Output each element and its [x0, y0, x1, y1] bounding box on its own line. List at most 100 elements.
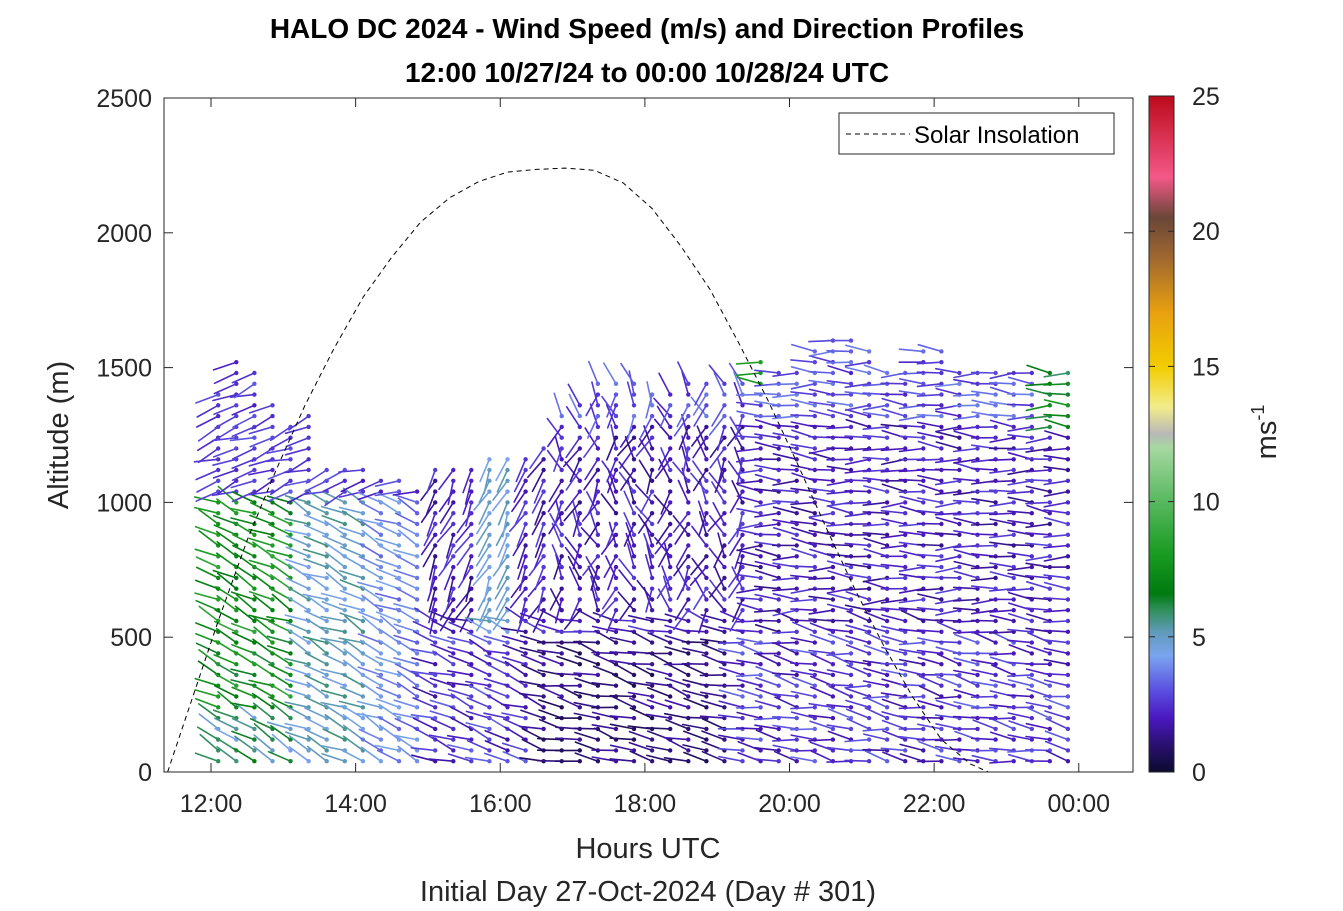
wind-barb: [360, 681, 384, 699]
wind-barb: [248, 528, 275, 537]
wind-barb: [194, 506, 221, 516]
wind-barb: [656, 575, 673, 600]
wind-barb: [808, 370, 836, 376]
wind-barb: [252, 616, 275, 634]
wind-barb: [472, 564, 492, 586]
wind-barb: [376, 749, 402, 764]
wind-barb: [862, 733, 890, 742]
wind-barb: [736, 543, 763, 552]
wind-barb: [549, 586, 564, 611]
wind-barb: [771, 586, 799, 592]
wind-barb: [575, 608, 601, 624]
wind-barb: [252, 594, 275, 613]
wind-barb: [970, 543, 998, 548]
wind-barb: [287, 628, 311, 645]
wind-barb: [718, 689, 745, 699]
wind-barb: [393, 549, 420, 559]
wind-barb: [217, 572, 239, 591]
wind-barb: [635, 505, 655, 527]
wind-barb: [718, 755, 745, 764]
wind-barb: [567, 383, 582, 408]
wind-barb: [690, 554, 709, 576]
wind-barb: [491, 489, 510, 512]
wind-barb: [557, 684, 582, 699]
wind-barb: [584, 521, 601, 546]
wind-barb: [585, 392, 601, 417]
wind-barb: [637, 424, 655, 448]
wind-barb: [717, 714, 745, 721]
wind-barb: [1025, 478, 1053, 483]
wind-barb: [665, 719, 691, 732]
wind-barb: [572, 511, 582, 538]
wind-barb: [195, 556, 221, 570]
wind-barb: [212, 467, 239, 479]
wind-barb: [880, 563, 908, 570]
wind-barb: [666, 683, 691, 699]
wind-barb: [483, 752, 510, 764]
wind-barb: [475, 511, 492, 535]
wind-barb: [629, 750, 655, 764]
wind-barb: [623, 512, 637, 537]
wind-barb: [826, 560, 854, 570]
wind-barb: [266, 446, 293, 455]
wind-barb: [233, 521, 257, 537]
wind-barb: [234, 735, 257, 753]
wind-barb: [917, 593, 944, 602]
wind-barb: [653, 494, 673, 516]
y-axis-ticks: 0 500 1000 1500 2000 2500: [96, 85, 1133, 787]
wind-barb: [935, 699, 962, 710]
wind-barb: [1025, 521, 1053, 529]
wind-barb: [270, 724, 293, 742]
wind-barb: [828, 653, 854, 667]
wind-barb: [601, 586, 619, 610]
wind-barb: [531, 467, 546, 493]
wind-barb: [284, 731, 311, 742]
wind-barb: [672, 515, 691, 537]
wind-barb: [970, 618, 998, 624]
wind-barb: [456, 511, 474, 534]
wind-barb: [735, 435, 763, 440]
wind-barb: [591, 681, 619, 688]
wind-barb: [285, 546, 311, 559]
wind-barb: [611, 673, 637, 688]
wind-barb: [356, 581, 384, 591]
wind-barb: [753, 457, 781, 462]
wind-barb: [454, 532, 474, 554]
wind-barb: [826, 360, 854, 365]
wind-barb: [862, 680, 890, 688]
wind-barb: [771, 424, 799, 430]
wind-barb: [1025, 701, 1053, 710]
wind-barb: [898, 640, 926, 646]
wind-barb: [898, 694, 926, 699]
wind-barb: [513, 467, 528, 493]
wind-barb: [916, 370, 944, 376]
wind-barb: [230, 702, 257, 710]
wind-barb: [863, 364, 890, 376]
wind-barb: [660, 447, 673, 473]
wind-barb: [898, 348, 926, 354]
wind-barb: [736, 678, 763, 688]
wind-barb: [211, 435, 239, 442]
wind-barb: [447, 744, 474, 753]
wind-barb: [215, 585, 239, 602]
wind-barb: [971, 680, 998, 688]
wind-barb: [1043, 672, 1071, 678]
wind-barb: [645, 629, 673, 634]
wind-barb: [916, 543, 944, 548]
wind-barb: [619, 446, 637, 469]
wind-barb: [771, 640, 799, 645]
x-tick-label: 12:00: [180, 790, 243, 818]
wind-barb: [534, 532, 546, 559]
wind-barb: [339, 589, 366, 602]
wind-barb: [677, 479, 691, 505]
wind-barb: [862, 411, 890, 419]
wind-barb: [735, 370, 763, 377]
wind-barb: [916, 497, 944, 505]
wind-barb: [735, 573, 763, 581]
wind-barb: [393, 699, 420, 710]
wind-barb: [248, 403, 275, 414]
wind-barb: [288, 413, 311, 431]
wind-barb: [302, 593, 329, 602]
wind-barb: [653, 418, 673, 440]
